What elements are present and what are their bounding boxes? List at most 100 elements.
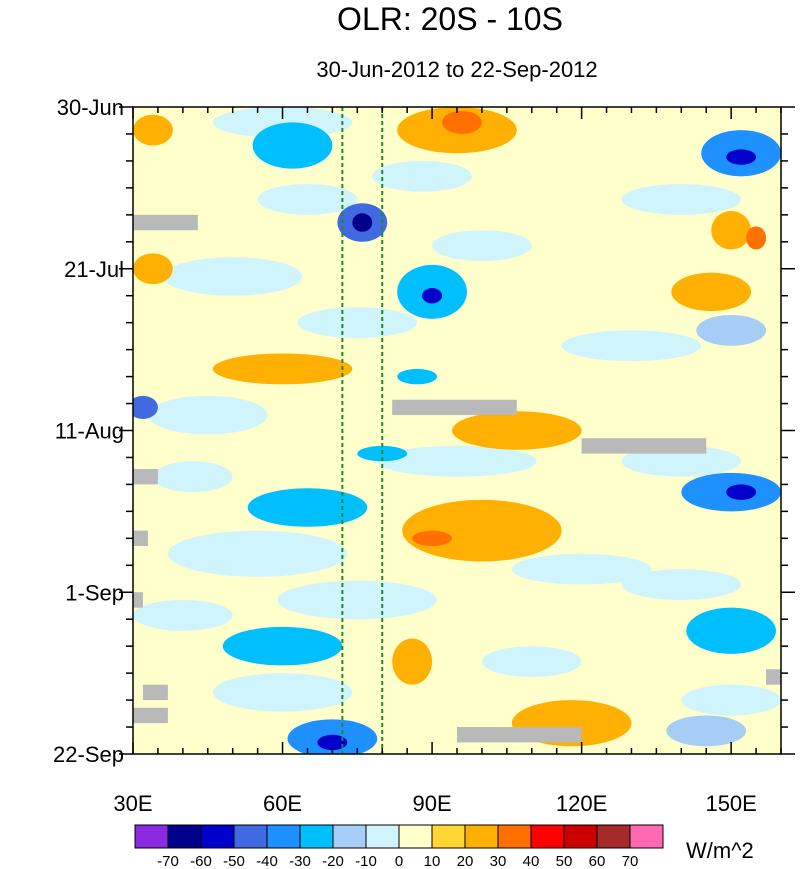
weak-anomaly-region <box>377 445 537 477</box>
suppressed-anomaly <box>452 411 582 450</box>
colorbar-level-label: 70 <box>622 853 639 869</box>
y-tick-label: 1-Sep <box>65 580 124 605</box>
missing-data-layer <box>133 214 781 743</box>
weak-anomaly-region <box>167 530 348 577</box>
weak-anomaly-region <box>481 646 582 677</box>
colorbar-level-label: 20 <box>457 853 474 869</box>
reference-lines <box>341 107 384 754</box>
colorbar-level-label: -70 <box>157 853 179 869</box>
weak-anomaly-region <box>511 553 652 585</box>
missing-data-patch <box>133 530 148 547</box>
suppressed-anomaly <box>746 226 767 250</box>
colorbar-swatch <box>365 824 400 849</box>
missing-data-patch <box>142 684 168 701</box>
convective-anomaly <box>422 288 443 304</box>
suppressed-anomaly <box>711 210 752 250</box>
missing-data-patch <box>581 438 707 454</box>
x-tick-label: 120E <box>556 791 607 816</box>
colorbar-level-label: 30 <box>490 853 507 869</box>
weak-anomaly-region <box>147 395 268 435</box>
colorbar-level-label: -10 <box>355 853 377 869</box>
colorbar-swatch <box>464 824 499 849</box>
colorbar-swatch <box>299 824 334 849</box>
convective-anomaly <box>252 122 333 169</box>
suppressed-anomaly <box>671 272 752 312</box>
x-tick-label: 30E <box>113 791 152 816</box>
weak-anomaly-region <box>297 307 418 339</box>
suppressed-anomaly <box>402 499 562 562</box>
anomaly-contours <box>133 107 781 754</box>
weak-anomaly-region <box>257 184 358 215</box>
colorbar-swatch <box>233 824 268 849</box>
colorbar-swatch <box>167 824 202 849</box>
weak-anomaly-region <box>621 184 742 215</box>
colorbar-level-label: -30 <box>289 853 311 869</box>
convective-anomaly <box>352 213 373 232</box>
colorbar-swatch <box>497 824 532 849</box>
colorbar-swatch <box>332 824 367 849</box>
weak-anomaly-region <box>621 569 742 600</box>
weak-anomaly-region <box>277 580 438 620</box>
colorbar-level-label: 40 <box>523 853 540 869</box>
convective-anomaly <box>247 488 368 527</box>
y-tick-label: 11-Aug <box>55 419 124 444</box>
colorbar-level-label: -40 <box>256 853 278 869</box>
colorbar-level-label: 0 <box>395 853 403 869</box>
colorbar-level-label: -20 <box>322 853 344 869</box>
colorbar-level-label: 10 <box>424 853 441 869</box>
chart-title: OLR: 20S - 10S <box>337 1 563 37</box>
missing-data-patch <box>133 707 168 724</box>
colorbar-swatch <box>596 824 631 849</box>
x-tick-label: 150E <box>705 791 756 816</box>
convective-anomaly <box>726 149 757 165</box>
weak-anomaly-region <box>561 330 702 362</box>
missing-data-patch <box>133 592 143 608</box>
y-tick-label: 22-Sep <box>53 742 124 767</box>
x-axis-labels: 30E 60E 90E 120E 150E <box>113 791 756 816</box>
colorbar-swatch <box>200 824 235 849</box>
suppressed-anomaly <box>133 114 173 146</box>
colorbar-labels: -70 -60 -50 -40 -30 -20 -10 0 10 20 30 4… <box>157 853 638 869</box>
colorbar-level-label: -60 <box>190 853 212 869</box>
suppressed-anomaly <box>412 530 453 547</box>
colorbar-level-label: -50 <box>223 853 245 869</box>
suppressed-anomaly <box>392 638 433 685</box>
y-tick-label: 30-Jun <box>57 95 124 120</box>
missing-data-patch <box>133 469 158 485</box>
convective-anomaly <box>133 395 158 419</box>
colorbar-unit: W/m^2 <box>686 838 754 863</box>
weak-anomaly-layer <box>133 107 781 716</box>
missing-data-patch <box>766 669 781 685</box>
x-tick-label: 60E <box>263 791 302 816</box>
colorbar-swatch <box>530 824 565 849</box>
suppressed-anomaly <box>442 110 482 134</box>
suppressed-anomaly <box>133 253 173 285</box>
convective-anomaly <box>666 715 747 747</box>
missing-data-patch <box>133 214 198 231</box>
colorbar-swatch <box>266 824 301 849</box>
weak-anomaly-region <box>681 684 781 716</box>
colorbar-swatch <box>398 824 433 849</box>
convective-anomaly <box>317 734 348 751</box>
weak-anomaly-region <box>212 673 353 712</box>
colorbar-swatch <box>563 824 598 849</box>
x-tick-label: 90E <box>412 791 451 816</box>
convective-anomaly <box>222 626 343 666</box>
convective-anomaly <box>696 314 767 346</box>
convective-anomaly <box>397 368 438 385</box>
colorbar-swatch <box>134 824 169 849</box>
colorbar-swatch <box>629 824 664 849</box>
weak-anomaly-region <box>133 599 233 631</box>
colorbar-swatches <box>134 824 664 849</box>
y-axis-labels: 30-Jun 21-Jul 11-Aug 1-Sep 22-Sep <box>53 95 124 767</box>
weak-anomaly-region <box>152 461 233 493</box>
colorbar-swatch <box>431 824 466 849</box>
weak-anomaly-region <box>162 257 303 296</box>
convective-anomaly <box>686 607 777 654</box>
weak-anomaly-region <box>372 160 472 192</box>
colorbar-level-label: 50 <box>556 853 573 869</box>
colorbar: -70 -60 -50 -40 -30 -20 -10 0 10 20 30 4… <box>134 824 754 869</box>
weak-anomaly-region <box>432 230 532 262</box>
missing-data-patch <box>392 399 517 416</box>
